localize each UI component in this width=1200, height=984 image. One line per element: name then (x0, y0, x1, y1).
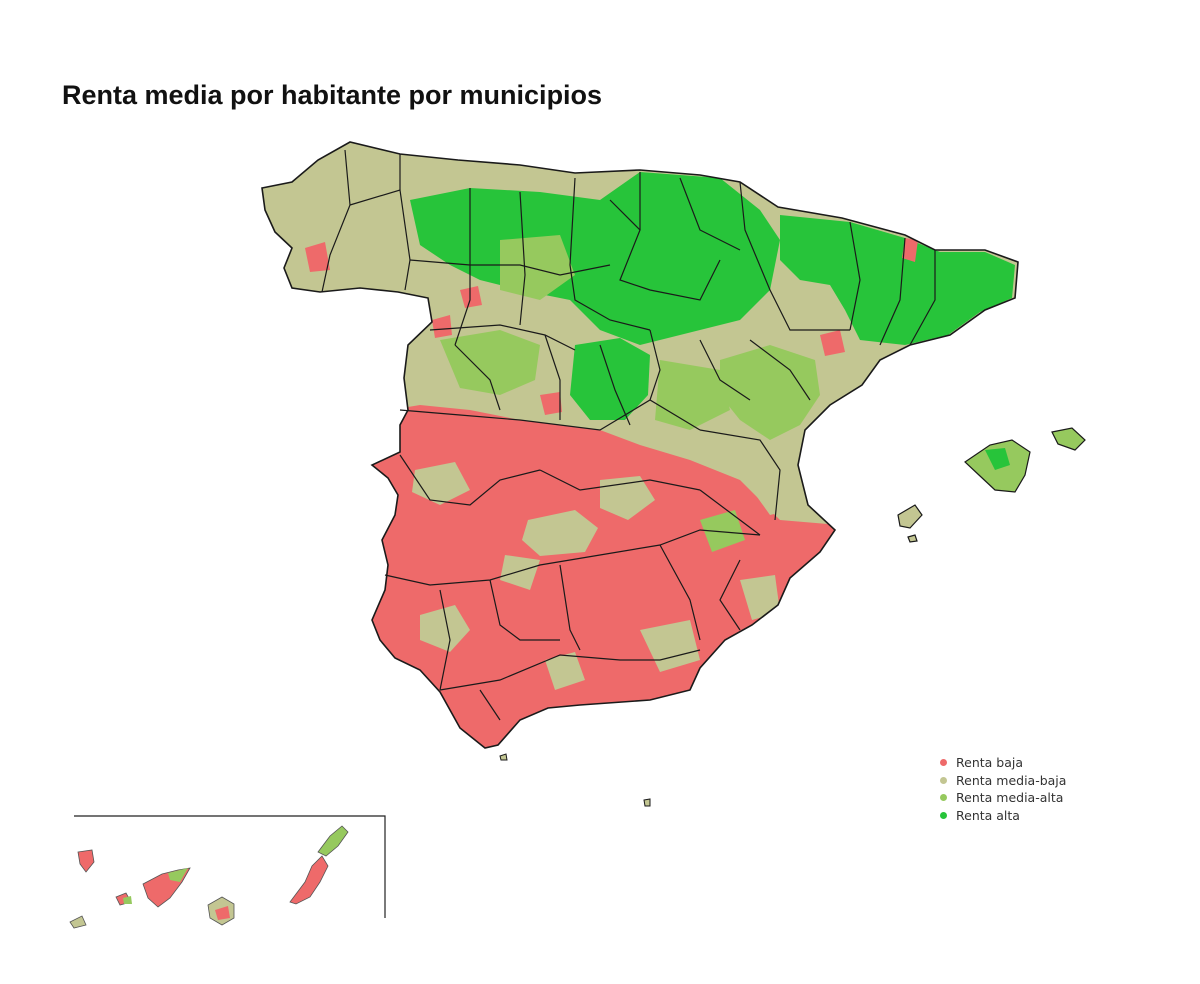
island-fuerteventura (289, 855, 329, 905)
legend-label: Renta alta (956, 807, 1020, 823)
legend-label: Renta baja (956, 755, 1023, 771)
legend-dot (940, 759, 947, 767)
legend-item-renta-media-baja: Renta media-baja (940, 772, 1066, 790)
island-mallorca-alta (985, 448, 1010, 470)
island-formentera (907, 534, 918, 543)
island-tenerife-north (168, 868, 188, 882)
peninsula-outline (261, 141, 1019, 749)
legend-item-renta-alta: Renta alta (940, 807, 1066, 825)
north-red-speck-4 (902, 238, 918, 262)
region-renta-alta-madrid (570, 338, 650, 420)
legend-item-renta-media-alta: Renta media-alta (940, 789, 1066, 807)
peninsula-map (261, 141, 1019, 749)
south-pocket-10 (740, 575, 780, 620)
region-renta-alta-centre (440, 330, 540, 395)
region-media-alta-north (500, 235, 575, 300)
south-pocket-8 (640, 620, 700, 672)
region-renta-alta-levante (720, 345, 820, 440)
south-pocket-6 (745, 430, 810, 515)
island-gran-canaria-south (215, 906, 230, 920)
island-lanzarote (317, 825, 349, 857)
south-pocket-2 (600, 476, 655, 520)
island-ibiza (897, 504, 923, 529)
south-pocket-7 (500, 555, 540, 590)
legend-label: Renta media-alta (956, 790, 1064, 806)
south-pocket-9 (545, 652, 585, 690)
south-pocket-4 (420, 605, 470, 652)
north-red-speck-6 (540, 392, 562, 415)
canary-islands-inset (69, 815, 386, 929)
enclave-ceuta (499, 753, 508, 761)
inset-frame (74, 815, 386, 918)
legend-item-renta-baja: Renta baja (940, 754, 1066, 772)
map-title: Renta media por habitante por municipios (62, 80, 603, 110)
south-pocket-1 (522, 510, 598, 556)
map-legend: Renta baja Renta media-baja Renta media-… (940, 754, 1066, 824)
island-el-hierro (69, 915, 87, 929)
enclave-melilla (643, 798, 651, 807)
legend-dot (940, 794, 947, 802)
legend-label: Renta media-baja (956, 772, 1067, 788)
balearic-islands (897, 427, 1086, 543)
island-la-palma (77, 849, 95, 873)
region-media-alta-east (655, 360, 730, 430)
north-red-speck-2 (820, 330, 845, 356)
north-red-speck-5 (432, 315, 452, 338)
legend-dot (940, 811, 947, 819)
province-borders (321, 149, 936, 721)
region-renta-alta-north (410, 172, 780, 345)
region-renta-alta-northeast (780, 215, 1015, 345)
north-red-speck-3 (460, 286, 482, 308)
legend-dot (940, 776, 947, 784)
island-menorca (1051, 427, 1086, 451)
island-la-gomera-2 (123, 896, 132, 904)
south-pocket-5 (700, 510, 745, 552)
north-red-speck-1 (305, 242, 330, 272)
